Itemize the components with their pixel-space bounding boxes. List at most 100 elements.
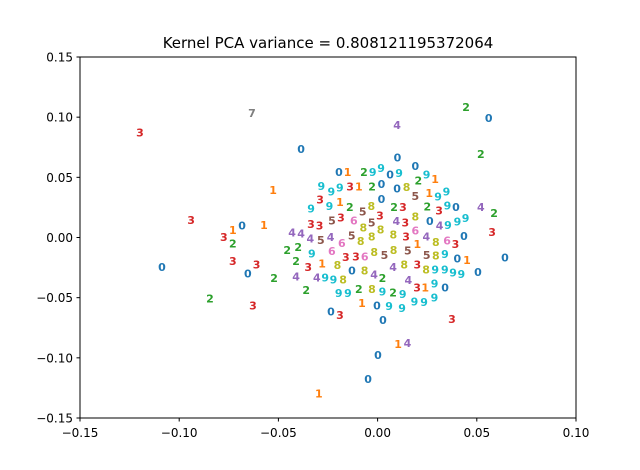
point-label-1: 1 (394, 338, 402, 351)
point-label-6: 6 (338, 237, 346, 250)
point-label-0: 0 (297, 143, 305, 156)
point-label-9: 9 (330, 273, 338, 286)
point-label-8: 8 (368, 230, 376, 243)
y-tick-label: −0.15 (36, 412, 73, 426)
point-label-9: 9 (431, 292, 439, 305)
point-label-5: 5 (411, 190, 419, 203)
x-axis: −0.15 −0.10 −0.05 0.00 0.05 0.10 (62, 418, 590, 440)
point-label-0: 0 (364, 373, 372, 386)
point-label-0: 0 (411, 160, 419, 173)
y-tick-label: 0.00 (46, 231, 73, 245)
point-label-0: 0 (453, 253, 461, 266)
point-label-3: 3 (402, 230, 410, 243)
point-label-0: 0 (452, 201, 460, 214)
point-label-0: 0 (394, 152, 402, 165)
point-label-9: 9 (457, 268, 465, 281)
y-tick-label: −0.10 (36, 351, 73, 365)
x-tick-label: 0.10 (563, 426, 590, 440)
point-label-1: 1 (431, 173, 439, 186)
point-label-0: 0 (441, 282, 449, 295)
point-label-8: 8 (422, 264, 430, 277)
point-label-0: 0 (393, 183, 401, 196)
point-label-5: 5 (423, 249, 431, 262)
point-label-2: 2 (360, 166, 368, 179)
point-label-0: 0 (501, 251, 509, 264)
point-label-3: 3 (253, 259, 261, 272)
point-label-2: 2 (368, 180, 376, 193)
point-label-4: 4 (389, 261, 397, 274)
point-label-0: 0 (426, 215, 434, 228)
point-label-9: 9 (395, 167, 403, 180)
point-label-9: 9 (399, 288, 407, 301)
point-label-2: 2 (346, 201, 354, 214)
point-label-8: 8 (357, 235, 365, 248)
point-label-9: 9 (423, 168, 431, 181)
point-label-1: 1 (413, 238, 421, 251)
point-label-9: 9 (335, 287, 343, 300)
point-label-4: 4 (477, 201, 485, 214)
point-label-1: 1 (336, 196, 344, 209)
point-label-8: 8 (359, 221, 367, 234)
y-tick-label: −0.05 (36, 291, 73, 305)
point-label-9: 9 (369, 166, 377, 179)
point-label-4: 4 (313, 272, 321, 285)
point-label-4: 4 (422, 231, 430, 244)
point-label-1: 1 (344, 166, 352, 179)
point-label-0: 0 (335, 166, 343, 179)
point-label-2: 2 (477, 148, 485, 161)
point-label-9: 9 (307, 203, 315, 216)
y-tick-label: 0.15 (46, 51, 73, 65)
point-label-4: 4 (288, 227, 296, 240)
point-label-8: 8 (339, 273, 347, 286)
x-tick-label: 0.05 (463, 426, 490, 440)
point-label-9: 9 (379, 286, 387, 299)
point-label-5: 5 (359, 206, 367, 219)
point-label-4: 4 (393, 119, 401, 132)
point-label-7: 7 (248, 107, 256, 120)
point-label-2: 2 (206, 292, 214, 305)
point-label-8: 8 (370, 246, 378, 259)
point-label-4: 4 (370, 268, 378, 281)
point-label-3: 3 (402, 217, 410, 230)
point-label-0: 0 (327, 306, 335, 319)
point-label-9: 9 (411, 296, 419, 309)
point-label-3: 3 (452, 238, 460, 251)
point-label-8: 8 (361, 264, 369, 277)
point-label-3: 3 (304, 261, 312, 274)
point-label-3: 3 (220, 231, 228, 244)
point-label-1: 1 (358, 297, 366, 310)
point-label-4: 4 (404, 337, 412, 350)
point-label-5: 5 (404, 245, 412, 258)
x-tick-label: −0.05 (260, 426, 297, 440)
point-label-2: 2 (415, 174, 423, 187)
point-label-2: 2 (389, 286, 397, 299)
point-label-8: 8 (390, 229, 398, 242)
point-label-2: 2 (462, 101, 470, 114)
point-label-9: 9 (377, 162, 385, 175)
point-label-9: 9 (441, 264, 449, 277)
point-label-9: 9 (398, 302, 406, 315)
y-tick-label: 0.10 (46, 111, 73, 125)
point-label-2: 2 (424, 201, 432, 214)
point-label-5: 5 (317, 234, 325, 247)
point-label-8: 8 (377, 224, 385, 237)
point-label-6: 6 (361, 250, 369, 263)
point-label-8: 8 (400, 259, 408, 272)
point-label-0: 0 (386, 168, 394, 181)
point-label-9: 9 (344, 287, 352, 300)
point-label-1: 1 (229, 224, 237, 237)
point-label-3: 3 (316, 194, 324, 207)
point-label-9: 9 (431, 264, 439, 277)
point-label-3: 3 (488, 226, 496, 239)
point-label-3: 3 (336, 309, 344, 322)
point-label-3: 3 (136, 126, 144, 139)
point-label-9: 9 (420, 296, 428, 309)
point-label-3: 3 (316, 219, 324, 232)
point-label-3: 3 (346, 180, 354, 193)
point-label-0: 0 (460, 230, 468, 243)
point-label-3: 3 (435, 205, 443, 218)
point-label-8: 8 (432, 249, 440, 262)
